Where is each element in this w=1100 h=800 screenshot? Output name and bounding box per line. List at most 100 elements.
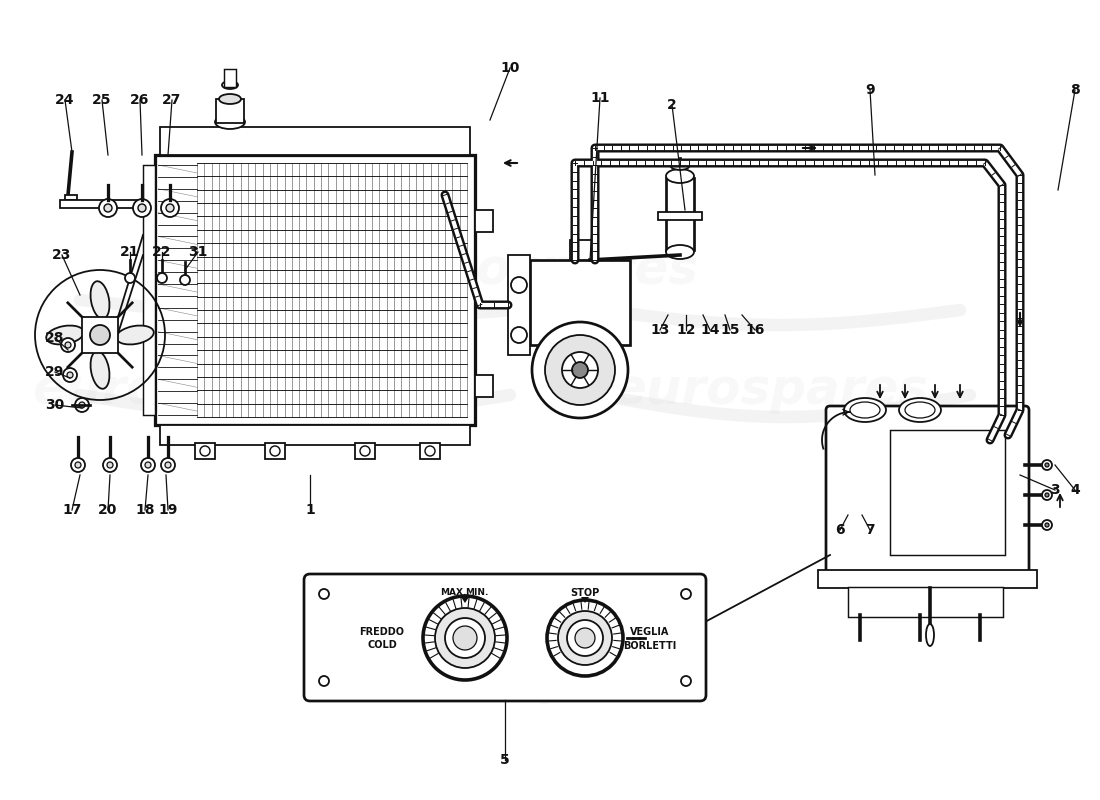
Bar bbox=[265, 443, 285, 459]
Circle shape bbox=[65, 342, 72, 348]
Circle shape bbox=[161, 458, 175, 472]
Circle shape bbox=[165, 462, 170, 468]
Bar bbox=[666, 178, 694, 250]
Text: 5: 5 bbox=[500, 753, 510, 767]
Text: 1: 1 bbox=[305, 503, 315, 517]
Circle shape bbox=[138, 204, 146, 212]
Circle shape bbox=[75, 462, 81, 468]
Ellipse shape bbox=[46, 326, 84, 345]
Bar bbox=[65, 195, 77, 200]
Circle shape bbox=[67, 372, 73, 378]
Circle shape bbox=[180, 275, 190, 285]
Circle shape bbox=[681, 676, 691, 686]
Bar bbox=[355, 443, 375, 459]
Text: eurospares: eurospares bbox=[612, 366, 928, 414]
Bar bbox=[570, 240, 592, 260]
Ellipse shape bbox=[666, 169, 694, 183]
Circle shape bbox=[270, 446, 280, 456]
Text: 14: 14 bbox=[701, 323, 719, 337]
Circle shape bbox=[200, 446, 210, 456]
Text: 15: 15 bbox=[720, 323, 739, 337]
Text: 23: 23 bbox=[53, 248, 72, 262]
Text: 24: 24 bbox=[55, 93, 75, 107]
Circle shape bbox=[79, 402, 85, 408]
Text: 2: 2 bbox=[667, 98, 676, 112]
Text: 26: 26 bbox=[130, 93, 150, 107]
Text: 7: 7 bbox=[866, 523, 874, 537]
Text: VEGLIA: VEGLIA bbox=[630, 627, 670, 637]
Text: MIN.: MIN. bbox=[465, 588, 488, 597]
Circle shape bbox=[544, 335, 615, 405]
Bar bbox=[890, 430, 1005, 555]
Circle shape bbox=[434, 608, 495, 668]
Ellipse shape bbox=[222, 81, 238, 89]
Ellipse shape bbox=[90, 282, 110, 318]
Circle shape bbox=[133, 199, 151, 217]
Bar bbox=[508, 255, 530, 355]
Circle shape bbox=[360, 446, 370, 456]
Circle shape bbox=[1042, 520, 1052, 530]
Bar bbox=[475, 375, 493, 397]
Ellipse shape bbox=[905, 402, 935, 418]
FancyBboxPatch shape bbox=[826, 406, 1028, 579]
Circle shape bbox=[566, 620, 603, 656]
Text: 30: 30 bbox=[45, 398, 65, 412]
Circle shape bbox=[319, 676, 329, 686]
Bar bbox=[143, 165, 155, 415]
Text: 27: 27 bbox=[163, 93, 182, 107]
Bar bbox=[530, 260, 630, 345]
Text: eurospares: eurospares bbox=[382, 656, 698, 704]
Circle shape bbox=[1045, 493, 1049, 497]
Circle shape bbox=[161, 199, 179, 217]
Circle shape bbox=[1042, 490, 1052, 500]
Ellipse shape bbox=[899, 398, 940, 422]
Circle shape bbox=[1042, 460, 1052, 470]
Circle shape bbox=[453, 626, 477, 650]
Text: 9: 9 bbox=[866, 83, 874, 97]
Circle shape bbox=[125, 273, 135, 283]
Bar bbox=[160, 425, 470, 445]
Circle shape bbox=[63, 368, 77, 382]
Text: 11: 11 bbox=[591, 91, 609, 105]
Text: 22: 22 bbox=[152, 245, 172, 259]
Circle shape bbox=[572, 362, 588, 378]
Circle shape bbox=[104, 204, 112, 212]
Text: 10: 10 bbox=[500, 61, 519, 75]
Text: 28: 28 bbox=[45, 331, 65, 345]
Text: 4: 4 bbox=[1070, 483, 1080, 497]
Circle shape bbox=[1045, 463, 1049, 467]
Bar bbox=[195, 443, 214, 459]
Circle shape bbox=[547, 600, 623, 676]
Bar bbox=[848, 587, 1003, 617]
Text: 6: 6 bbox=[835, 523, 845, 537]
Polygon shape bbox=[581, 597, 589, 603]
Circle shape bbox=[72, 458, 85, 472]
Bar bbox=[216, 99, 244, 123]
Circle shape bbox=[319, 589, 329, 599]
Ellipse shape bbox=[117, 326, 154, 345]
Text: 18: 18 bbox=[135, 503, 155, 517]
Bar bbox=[475, 210, 493, 232]
Bar bbox=[818, 570, 1037, 588]
Text: eurospares: eurospares bbox=[32, 366, 348, 414]
Circle shape bbox=[558, 611, 612, 665]
Text: FREDDO: FREDDO bbox=[360, 627, 405, 637]
Circle shape bbox=[425, 446, 435, 456]
Bar bbox=[60, 200, 140, 208]
Bar bbox=[420, 443, 440, 459]
Circle shape bbox=[424, 596, 507, 680]
Ellipse shape bbox=[670, 160, 690, 170]
Circle shape bbox=[512, 327, 527, 343]
Text: 16: 16 bbox=[746, 323, 764, 337]
Text: BORLETTI: BORLETTI bbox=[624, 641, 676, 651]
Circle shape bbox=[562, 352, 598, 388]
Text: 21: 21 bbox=[120, 245, 140, 259]
Text: 25: 25 bbox=[92, 93, 112, 107]
Bar bbox=[155, 155, 475, 425]
FancyBboxPatch shape bbox=[304, 574, 706, 701]
Bar bbox=[82, 317, 118, 353]
Ellipse shape bbox=[90, 351, 110, 389]
Circle shape bbox=[75, 398, 89, 412]
Circle shape bbox=[90, 325, 110, 345]
Text: 8: 8 bbox=[1070, 83, 1080, 97]
